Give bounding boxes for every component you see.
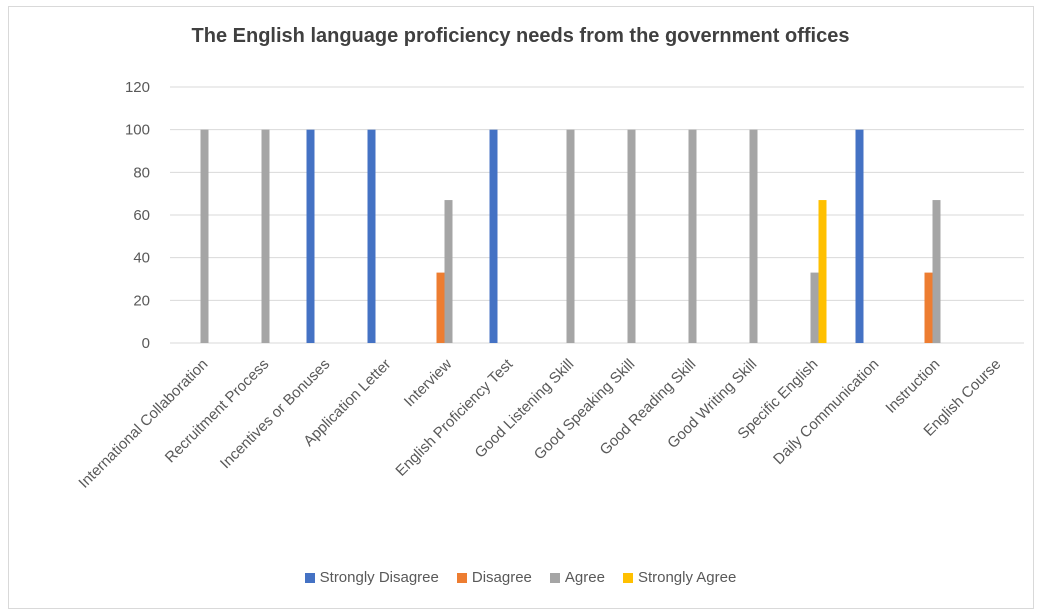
- legend-swatch: [549, 572, 560, 583]
- legend-swatch: [304, 572, 315, 583]
- bar-strongly-disagree: [489, 129, 498, 343]
- x-category-label: Interview: [401, 356, 456, 411]
- x-category-label: Instruction: [882, 356, 943, 417]
- bar-agree: [932, 200, 941, 343]
- bar-strongly-disagree: [855, 129, 864, 343]
- bar-strongly-disagree: [367, 129, 376, 343]
- y-tick-label: 100: [125, 122, 150, 139]
- bar-agree: [261, 129, 270, 343]
- bar-agree: [200, 129, 209, 343]
- legend-label: Agree: [564, 569, 605, 586]
- legend-item: Strongly Agree: [622, 569, 737, 586]
- legend-item: Strongly Disagree: [304, 569, 439, 586]
- legend-swatch: [456, 572, 467, 583]
- y-axis-ticks: 0 20 40 60 80 100 120: [125, 79, 150, 352]
- bars: [200, 129, 941, 343]
- x-category-label: Good Speaking Skill: [531, 356, 639, 464]
- bar-disagree: [924, 272, 933, 343]
- bar-disagree: [436, 272, 445, 343]
- legend-label: Disagree: [471, 569, 532, 586]
- bar-agree: [444, 200, 453, 343]
- y-tick-label: 0: [142, 335, 150, 352]
- legend-item: Disagree: [456, 569, 532, 586]
- x-category-label: English Proficiency Test: [392, 355, 516, 479]
- bar-agree: [627, 129, 636, 343]
- y-tick-label: 60: [133, 207, 150, 224]
- bar-strongly-disagree: [306, 129, 315, 343]
- x-category-label: International Collaboration: [75, 356, 211, 492]
- gridlines: [170, 86, 1024, 344]
- y-tick-label: 40: [133, 250, 150, 267]
- bar-strongly-agree: [818, 200, 827, 343]
- x-category-label: Incentives or Bonuses: [217, 356, 333, 472]
- legend-item: Agree: [549, 569, 605, 586]
- bar-agree: [688, 129, 697, 343]
- legend: Strongly Disagree Disagree Agree Strongly A…: [0, 569, 1041, 586]
- bar-agree: [810, 272, 819, 343]
- y-tick-label: 80: [133, 164, 150, 181]
- chart-title: The English language proficiency needs f…: [191, 25, 850, 47]
- legend-label: Strongly Agree: [637, 569, 737, 586]
- y-tick-label: 20: [133, 292, 150, 309]
- x-category-label: Recruitment Process: [162, 356, 272, 466]
- bar-agree: [749, 129, 758, 343]
- legend-swatch: [622, 572, 633, 583]
- legend-label: Strongly Disagree: [319, 569, 439, 586]
- x-category-label: Daily Communication: [770, 356, 882, 468]
- y-tick-label: 120: [125, 79, 150, 96]
- bar-agree: [566, 129, 575, 343]
